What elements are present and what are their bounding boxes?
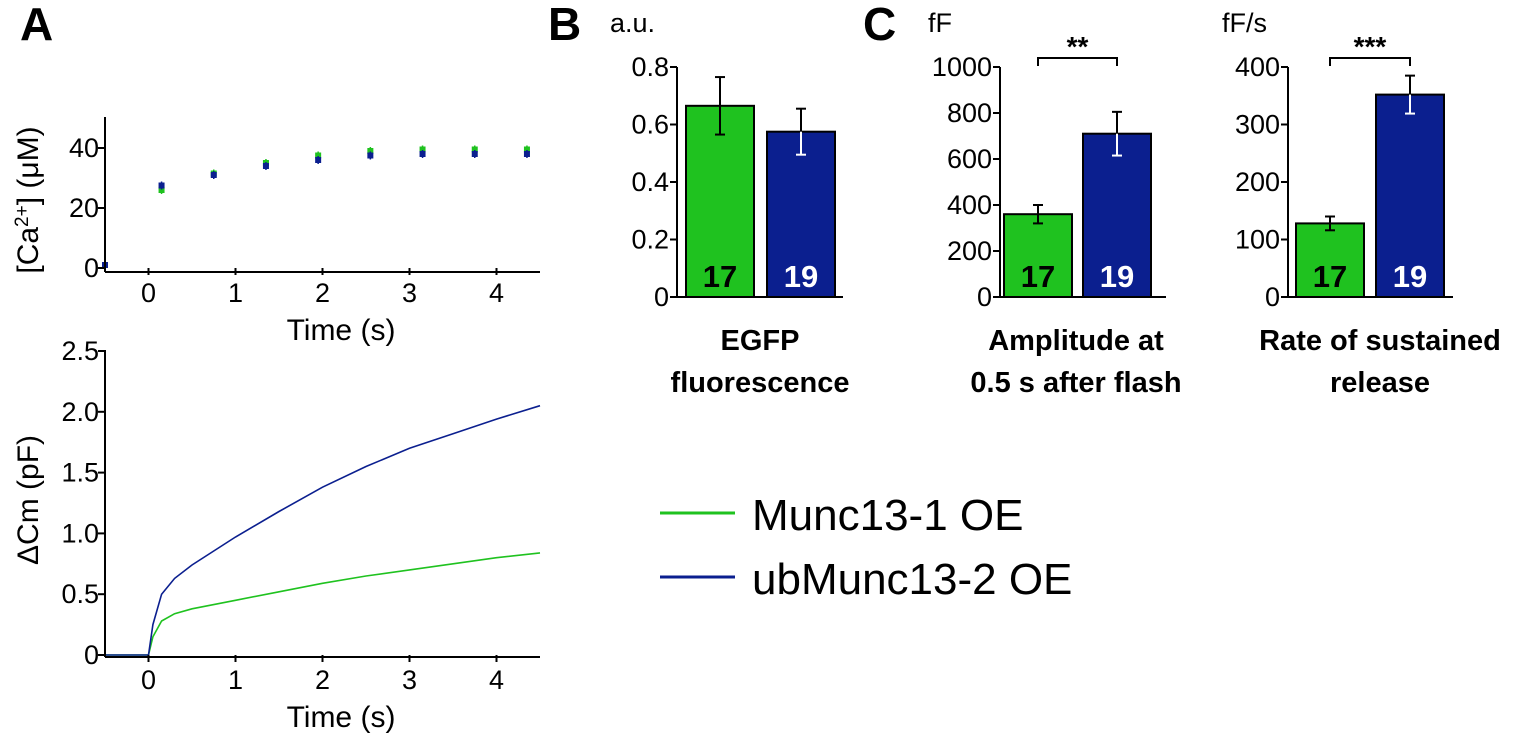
- data-point: [419, 146, 426, 153]
- y-tick-label: 40: [69, 133, 99, 163]
- bar: [766, 130, 836, 298]
- y-tick-label: 0.8: [631, 52, 669, 82]
- y-tick-label: 0: [84, 253, 99, 283]
- bar: [685, 104, 755, 298]
- y-tick-label: 1000: [932, 52, 992, 82]
- y-axis-title: [Ca2+] (μM): [12, 126, 45, 273]
- x-tick-label: 2: [315, 665, 330, 695]
- x-tick-label: 2: [315, 278, 330, 308]
- y-tick-label: 0: [1265, 282, 1280, 312]
- y-tick-label: 200: [1235, 167, 1280, 197]
- y-axis-title-suffix: ] (μM): [12, 126, 45, 205]
- y-tick-label: 0.5: [61, 579, 99, 609]
- y-tick-label: 0: [654, 282, 669, 312]
- category-label-line2: fluorescence: [671, 367, 850, 399]
- category-label-line1: EGFP: [721, 325, 800, 357]
- egfp-bar-chart: 17 19 0 0.2 0.4 0.6 0.8 a.u. EGFP fluorescenc…: [610, 8, 849, 399]
- capacitance-line-chart: 0 1 2 3 4 0 0.5 1.0 1.5 2.0 2.5 Time (s) ΔCm (pF): [12, 336, 541, 734]
- data-point: [262, 163, 269, 169]
- amplitude-bar-chart: 17 19 ** 0 200 400 600 800 1000 fF Amplitude at…: [928, 8, 1182, 399]
- y-tick-label: 0: [84, 640, 99, 670]
- significance-label: **: [1067, 31, 1089, 62]
- y-tick-label: 100: [1235, 225, 1280, 255]
- y-tick-label: 1.5: [61, 458, 99, 488]
- x-tick-label: 0: [141, 278, 156, 308]
- unit-label: fF/s: [1222, 8, 1267, 38]
- n-label: 19: [1100, 259, 1134, 294]
- y-tick-label: 0.4: [631, 167, 669, 197]
- data-point: [471, 146, 478, 153]
- y-tick-label: 20: [69, 193, 99, 223]
- x-tick-label: 1: [228, 278, 243, 308]
- data-point: [158, 182, 165, 189]
- y-tick-label: 200: [947, 236, 992, 266]
- panel-label-c: C: [863, 0, 896, 50]
- n-label: 17: [703, 259, 737, 294]
- series-line: [105, 404, 541, 656]
- y-tick-label: 800: [947, 98, 992, 128]
- x-tick-label: 1: [228, 665, 243, 695]
- data-point: [367, 148, 374, 154]
- x-tick-label: 4: [489, 278, 504, 308]
- significance-label: ***: [1354, 31, 1387, 62]
- bar: [1375, 93, 1445, 298]
- x-axis-title: Time (s): [287, 314, 396, 347]
- panel-label-a: A: [20, 0, 53, 50]
- bar: [1082, 132, 1152, 298]
- x-tick-label: 0: [141, 665, 156, 695]
- significance-bracket: [1037, 57, 1118, 66]
- y-tick-label: 300: [1235, 110, 1280, 140]
- category-label-line1: Rate of sustained: [1259, 325, 1501, 357]
- category-label-line2: release: [1330, 367, 1430, 399]
- category-label-line2: 0.5 s after flash: [970, 367, 1181, 399]
- y-axis-title-superscript: 2+: [12, 205, 33, 227]
- legend: Munc13-1 OE ubMunc13-2 OE: [660, 491, 1072, 604]
- data-point: [367, 152, 374, 159]
- data-point: [315, 152, 322, 159]
- unit-label: a.u.: [610, 8, 655, 38]
- data-point: [523, 151, 530, 157]
- category-label-line1: Amplitude at: [988, 325, 1164, 357]
- n-label: 19: [784, 259, 818, 294]
- y-axis-title-prefix: [Ca: [12, 227, 45, 274]
- y-axis-title: ΔCm (pF): [12, 435, 45, 565]
- y-tick-label: 1.0: [61, 518, 99, 548]
- x-tick-label: 4: [489, 665, 504, 695]
- n-label: 19: [1393, 259, 1427, 294]
- y-tick-label: 0.2: [631, 225, 669, 255]
- data-point: [210, 172, 217, 178]
- y-tick-label: 400: [947, 190, 992, 220]
- n-label: 17: [1021, 259, 1055, 294]
- bar: [1003, 213, 1073, 298]
- y-tick-label: 0: [977, 282, 992, 312]
- x-axis-title: Time (s): [287, 701, 396, 734]
- y-tick-label: 600: [947, 144, 992, 174]
- x-tick-label: 3: [402, 665, 417, 695]
- data-point: [471, 151, 478, 157]
- legend-label-ubmunc13-2: ubMunc13-2 OE: [752, 555, 1072, 604]
- legend-label-munc13-1: Munc13-1 OE: [752, 491, 1023, 540]
- sustained-rate-bar-chart: 17 19 *** 0 100 200 300 400 fF/s Rate of susta…: [1222, 8, 1501, 399]
- y-tick-label: 0.6: [631, 110, 669, 140]
- y-tick-label: 2.5: [61, 336, 99, 366]
- panel-label-b: B: [548, 0, 581, 50]
- x-tick-label: 3: [402, 278, 417, 308]
- data-point: [419, 151, 426, 157]
- unit-label: fF: [928, 8, 952, 38]
- series-line: [105, 552, 541, 656]
- data-point: [158, 187, 165, 193]
- significance-bracket: [1329, 57, 1411, 66]
- data-point: [315, 157, 322, 163]
- y-tick-label: 400: [1235, 52, 1280, 82]
- n-label: 17: [1313, 259, 1347, 294]
- y-tick-label: 2.0: [61, 397, 99, 427]
- data-point: [523, 146, 530, 153]
